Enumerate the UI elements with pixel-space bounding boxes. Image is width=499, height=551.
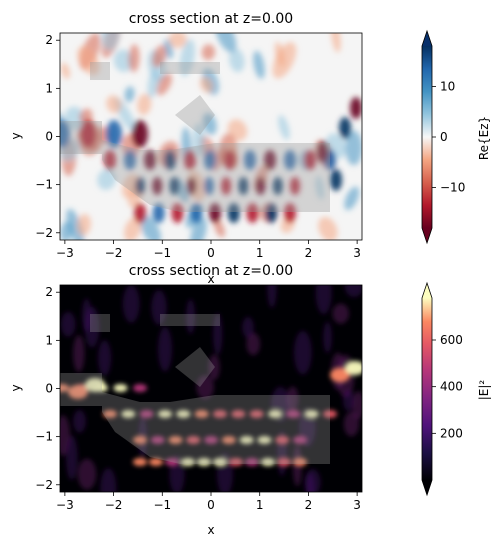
x-tick-label: −2: [105, 498, 123, 512]
y-tick-label: 2: [45, 33, 53, 47]
x-tick-label: −3: [56, 246, 74, 260]
plot-title: cross section at z=0.00: [129, 11, 293, 27]
colorbar-label: Re{Ez}: [477, 116, 491, 160]
structure-overlay: [60, 314, 330, 464]
x-axis-label: x: [207, 523, 214, 537]
y-ticks: −2 −1 0 1 2: [35, 285, 60, 492]
x-ticks: −3 −2 −1 0 1 2 3: [56, 240, 361, 260]
x-tick-label: 1: [256, 246, 264, 260]
y-tick-label: −2: [35, 478, 53, 492]
field-plot-re-ez: cross section at z=0.00 −3 −2 −1 0 1 2 3 −2−10…: [9, 11, 491, 286]
colorbar-intensity: 600 400 200 |E|²: [421, 281, 491, 497]
y-tick-label: 1: [45, 333, 53, 347]
y-tick-label: 2: [45, 285, 53, 299]
y-tick-label: −1: [35, 430, 53, 444]
x-tick-label: 0: [207, 246, 215, 260]
x-tick-label: 3: [353, 246, 361, 260]
colorbar-tick-label: 10: [440, 79, 455, 93]
x-tick-label: 1: [256, 498, 264, 512]
y-tick-label: 0: [45, 382, 53, 396]
y-tick-label: −2: [35, 226, 53, 240]
x-tick-label: −1: [153, 498, 171, 512]
heatmap-re-ez: [60, 33, 362, 240]
x-tick-label: −2: [105, 246, 123, 260]
x-tick-label: −3: [56, 498, 74, 512]
colorbar-tick-label: −10: [440, 181, 465, 195]
x-tick-label: 2: [305, 246, 313, 260]
y-tick-label: −1: [35, 178, 53, 192]
colorbar-re-ez: 10 0 −10 Re{Ez}: [421, 29, 491, 245]
x-tick-label: 0: [207, 498, 215, 512]
x-tick-label: 2: [305, 498, 313, 512]
structure-overlay: [60, 62, 330, 212]
y-tick-label: 1: [45, 81, 53, 95]
heatmap-intensity: [60, 285, 362, 492]
colorbar-tick-label: 0: [440, 130, 448, 144]
x-tick-label: 3: [353, 498, 361, 512]
field-plot-intensity: cross section at z=0.00 −3 −2 −1 0 1 2 3 −2−10…: [9, 263, 491, 537]
colorbar-tick-label: 400: [440, 380, 463, 394]
colorbar-tick-label: 600: [440, 333, 463, 347]
colorbar-tick-label: 200: [440, 426, 463, 440]
y-axis-label: y: [9, 384, 23, 391]
x-axis-label: x: [207, 272, 214, 286]
y-tick-label: 0: [45, 130, 53, 144]
x-tick-label: −1: [153, 246, 171, 260]
plot-title: cross section at z=0.00: [129, 263, 293, 279]
colorbar-label: |E|²: [477, 380, 491, 401]
x-ticks: −3 −2 −1 0 1 2 3: [56, 492, 361, 512]
y-axis-label: y: [9, 132, 23, 139]
y-ticks: −2 −1 0 1 2: [35, 33, 60, 240]
